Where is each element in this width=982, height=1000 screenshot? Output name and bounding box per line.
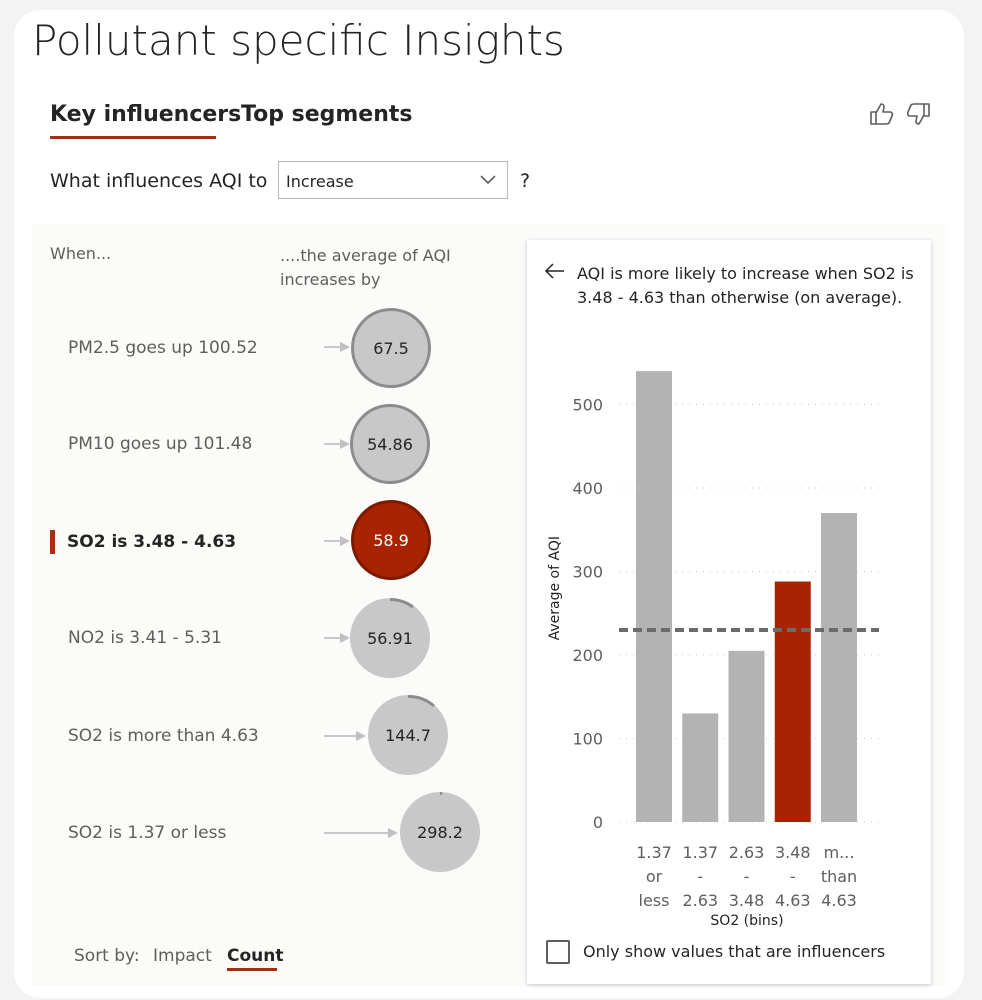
influencer-label[interactable]: PM2.5 goes up 100.52 — [68, 338, 258, 358]
sort-impact-button[interactable]: Impact — [153, 946, 212, 966]
x-tick-label: 2.63 — [729, 843, 765, 862]
x-tick-label: less — [639, 891, 670, 910]
count-ring — [389, 597, 414, 609]
detail-explanation: AQI is more likely to increase when SO2 … — [577, 264, 914, 307]
x-axis-title: SO2 (bins) — [710, 913, 783, 929]
count-ring — [439, 791, 443, 796]
chevron-down-icon — [480, 175, 496, 185]
bar — [774, 581, 811, 822]
bar — [821, 513, 857, 822]
sort-by-label: Sort by: — [74, 946, 140, 966]
connector-arrow-icon — [340, 633, 350, 643]
x-tick-label: - — [744, 867, 750, 886]
influencer-bubble[interactable]: 56.91 — [350, 597, 430, 678]
x-tick-label: 4.63 — [821, 891, 857, 910]
x-tick-label: or — [646, 867, 663, 886]
x-tick-label: 1.37 — [682, 843, 718, 862]
influencer-label[interactable]: PM10 goes up 101.48 — [68, 434, 253, 454]
connector-line — [324, 346, 342, 348]
y-tick-label: 400 — [572, 479, 603, 498]
influencer-bubble[interactable]: 54.86 — [350, 404, 430, 484]
connector-arrow-icon — [356, 731, 366, 741]
dropdown-value: Increase — [286, 172, 354, 191]
x-tick-label: - — [790, 867, 796, 886]
y-tick-label: 0 — [593, 813, 603, 832]
influencer-label[interactable]: SO2 is more than 4.63 — [68, 726, 259, 746]
connector-arrow-icon — [340, 342, 350, 352]
column-header-average: ....the average of AQI increases by — [280, 246, 451, 289]
column-header-when: When... — [50, 244, 112, 263]
influencer-label-selected[interactable]: SO2 is 3.48 - 4.63 — [67, 532, 237, 552]
y-tick-label: 500 — [572, 396, 603, 415]
x-tick-label: 3.48 — [775, 843, 811, 862]
thumbs-up-icon[interactable] — [868, 100, 896, 128]
connector-arrow-icon — [340, 536, 350, 546]
connector-line — [324, 637, 342, 639]
x-tick-label: 2.63 — [682, 891, 718, 910]
x-tick-label: 3.48 — [729, 891, 765, 910]
connector-line — [324, 540, 342, 542]
bar — [728, 650, 765, 822]
direction-dropdown[interactable]: Increase — [278, 161, 508, 199]
selected-row-marker — [50, 530, 55, 554]
active-sort-indicator — [227, 968, 277, 971]
y-tick-label: 200 — [572, 646, 603, 665]
back-arrow-icon[interactable] — [543, 262, 565, 280]
bar — [636, 371, 672, 822]
sort-count-button[interactable]: Count — [227, 946, 284, 966]
connector-line — [324, 735, 358, 737]
connector-arrow-icon — [340, 439, 350, 449]
tab-key-influencers[interactable]: Key influencers — [50, 102, 242, 127]
x-tick-label: - — [697, 867, 703, 886]
influencer-bubble-selected[interactable]: 58.9 — [351, 500, 431, 580]
question-mark: ? — [520, 170, 531, 192]
so2-bar-chart: 0 100 200 300 400 500 1.37 or less 1.37 - 2.63 2.63 -… — [547, 371, 879, 929]
connector-line — [324, 443, 342, 445]
count-ring — [407, 694, 435, 708]
influencer-bubble[interactable]: 144.7 — [368, 694, 448, 775]
influencer-label[interactable]: NO2 is 3.41 - 5.31 — [68, 628, 222, 648]
influencers-only-checkbox[interactable] — [546, 940, 570, 964]
x-tick-label: 1.37 — [636, 843, 672, 862]
x-tick-label: than — [821, 867, 857, 886]
connector-line — [324, 832, 390, 834]
influencers-only-label: Only show values that are influencers — [583, 942, 886, 961]
y-tick-label: 300 — [572, 563, 603, 582]
tab-top-segments[interactable]: Top segments — [241, 102, 413, 127]
y-tick-label: 100 — [572, 730, 603, 749]
y-axis-title: Average of AQI — [547, 536, 563, 640]
page-title: Pollutant specific Insights — [32, 16, 565, 65]
x-tick-label: m... — [824, 843, 855, 862]
detail-panel: AQI is more likely to increase when SO2 … — [527, 240, 931, 984]
influencer-label[interactable]: SO2 is 1.37 or less — [68, 823, 227, 843]
x-tick-label: 4.63 — [775, 891, 811, 910]
influencer-bubble[interactable]: 67.5 — [351, 308, 431, 388]
connector-arrow-icon — [388, 828, 398, 838]
bar — [682, 713, 719, 822]
active-tab-indicator — [50, 136, 216, 139]
question-label: What influences AQI to — [50, 170, 268, 192]
thumbs-down-icon[interactable] — [904, 100, 932, 128]
influencer-bubble[interactable]: 298.2 — [400, 791, 480, 872]
